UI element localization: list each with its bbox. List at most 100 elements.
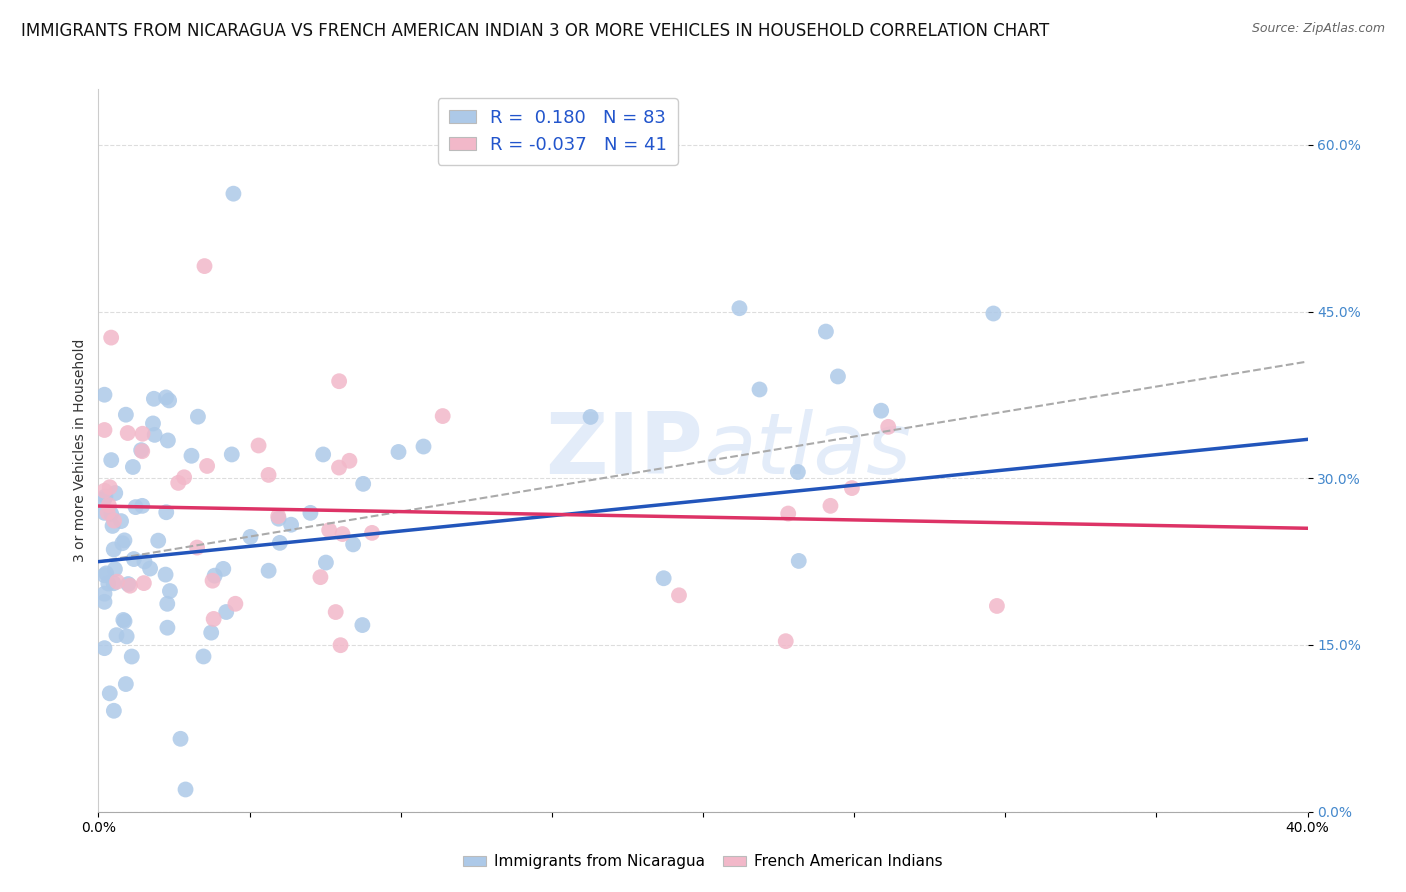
Point [315, 556, 337, 570]
Point [342, 537, 364, 551]
Point [112, 613, 135, 627]
Point [103, 576, 125, 591]
Point [93, 491, 115, 506]
Point [104, 562, 127, 576]
Point [412, 440, 434, 454]
Point [103, 704, 125, 718]
Point [983, 306, 1005, 320]
Point [103, 514, 125, 528]
Point [94, 490, 117, 504]
Point [239, 530, 262, 544]
Point [222, 186, 245, 201]
Point [668, 588, 690, 602]
Point [432, 409, 454, 423]
Point [98, 686, 121, 700]
Point [155, 505, 177, 519]
Point [173, 470, 195, 484]
Point [986, 599, 1008, 613]
Point [652, 571, 675, 585]
Point [93, 506, 115, 520]
Point [139, 561, 162, 575]
Point [841, 481, 863, 495]
Point [312, 447, 335, 461]
Point [299, 506, 322, 520]
Point [143, 428, 166, 442]
Point [787, 554, 810, 568]
Point [247, 438, 270, 452]
Legend: Immigrants from Nicaragua, French American Indians: Immigrants from Nicaragua, French Americ… [457, 848, 949, 875]
Point [115, 408, 138, 422]
Point [97, 506, 120, 520]
Point [118, 579, 141, 593]
Point [97, 498, 120, 512]
Point [267, 511, 290, 525]
Point [155, 391, 177, 405]
Point [280, 517, 302, 532]
Point [352, 476, 374, 491]
Point [167, 475, 190, 490]
Point [775, 634, 797, 648]
Point [93, 423, 115, 437]
Point [100, 507, 122, 521]
Point [269, 536, 291, 550]
Text: ZIP: ZIP [546, 409, 703, 492]
Point [332, 527, 354, 541]
Point [129, 443, 152, 458]
Point [204, 568, 226, 582]
Point [100, 330, 122, 344]
Point [110, 514, 132, 528]
Point [115, 629, 138, 643]
Point [159, 584, 181, 599]
Point [329, 638, 352, 652]
Point [156, 434, 179, 448]
Point [157, 393, 180, 408]
Point [132, 576, 155, 591]
Point [131, 444, 153, 458]
Point [156, 621, 179, 635]
Point [215, 605, 238, 619]
Point [114, 677, 136, 691]
Point [155, 567, 177, 582]
Point [100, 453, 122, 467]
Point [387, 445, 409, 459]
Point [257, 467, 280, 482]
Point [224, 597, 246, 611]
Point [328, 374, 350, 388]
Point [101, 519, 124, 533]
Point [122, 460, 145, 475]
Point [104, 486, 127, 500]
Point [728, 301, 751, 316]
Point [318, 523, 340, 537]
Point [93, 388, 115, 402]
Point [195, 458, 218, 473]
Point [103, 542, 125, 557]
Point [309, 570, 332, 584]
Point [257, 564, 280, 578]
Point [820, 499, 842, 513]
Point [131, 426, 153, 441]
Point [105, 628, 128, 642]
Point [202, 612, 225, 626]
Legend: R =  0.180   N = 83, R = -0.037   N = 41: R = 0.180 N = 83, R = -0.037 N = 41 [437, 98, 678, 165]
Point [105, 574, 128, 589]
Point [121, 649, 143, 664]
Point [221, 447, 243, 461]
Point [193, 259, 215, 273]
Point [169, 731, 191, 746]
Point [827, 369, 849, 384]
Point [142, 417, 165, 431]
Point [98, 480, 121, 494]
Point [93, 483, 115, 498]
Point [117, 425, 139, 440]
Point [156, 597, 179, 611]
Point [114, 614, 136, 628]
Point [111, 536, 134, 550]
Point [748, 383, 770, 397]
Point [93, 568, 115, 582]
Point [339, 454, 361, 468]
Point [325, 605, 347, 619]
Point [361, 525, 384, 540]
Point [870, 403, 893, 417]
Point [579, 409, 602, 424]
Point [267, 509, 290, 524]
